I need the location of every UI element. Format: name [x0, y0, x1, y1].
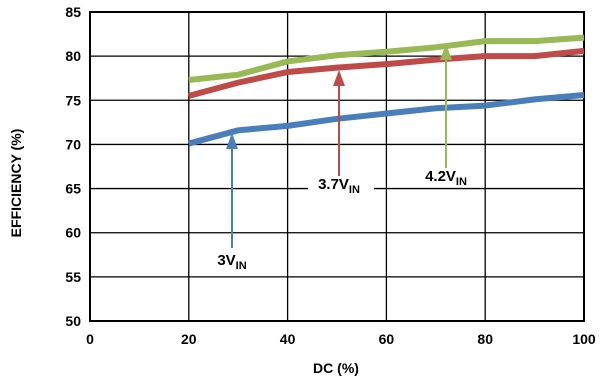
- tick-labels: 50 55 60 65 70 75 80 85 0 20 40 60 80 100: [65, 4, 595, 347]
- x-tick-label-0: 0: [86, 331, 94, 347]
- annotation-arrow-head-1: [333, 70, 345, 86]
- y-tick-label-1: 55: [65, 269, 81, 285]
- y-tick-label-6: 80: [65, 48, 81, 64]
- y-tick-label-0: 50: [65, 313, 81, 329]
- annotation-main-0: 3V: [217, 252, 235, 269]
- x-axis-title: DC (%): [313, 360, 359, 376]
- series-line-0: [188, 92, 585, 147]
- y-axis-title: EFFICIENCY (%): [8, 129, 24, 238]
- y-tick-label-4: 70: [65, 136, 81, 152]
- annotation-sub-2: IN: [456, 176, 467, 188]
- annotation-label-0: 3VIN: [217, 252, 246, 272]
- annotation-label-1: 3.7VIN: [318, 176, 360, 196]
- annotation-sub-0: IN: [236, 260, 247, 272]
- x-tick-label-5: 100: [572, 331, 596, 347]
- annotation-bg-0: [214, 262, 256, 276]
- annotation-sub-1: IN: [349, 184, 360, 196]
- x-tick-label-4: 80: [477, 331, 493, 347]
- x-tick-label-2: 40: [280, 331, 296, 347]
- plot-frame: [89, 11, 585, 322]
- x-tick-label-3: 60: [379, 331, 395, 347]
- y-tick-label-5: 75: [65, 92, 81, 108]
- series-line-2: [188, 34, 585, 83]
- series-lines: [188, 34, 585, 147]
- annotation-bg-2: [416, 172, 482, 186]
- annotation-main-2: 4.2V: [425, 168, 456, 185]
- axes: [89, 11, 585, 322]
- annotation-main-1: 3.7V: [318, 176, 349, 193]
- annotation-arrow-head-2: [440, 44, 452, 60]
- y-tick-label-3: 65: [65, 181, 81, 197]
- annotation-arrow-head-0: [226, 133, 238, 149]
- y-tick-label-7: 85: [65, 4, 81, 20]
- annotation-bg-1: [308, 180, 374, 194]
- annotation-label-2: 4.2VIN: [425, 168, 467, 188]
- x-tick-label-1: 20: [181, 331, 197, 347]
- series-line-1: [188, 47, 585, 99]
- y-tick-label-2: 60: [65, 225, 81, 241]
